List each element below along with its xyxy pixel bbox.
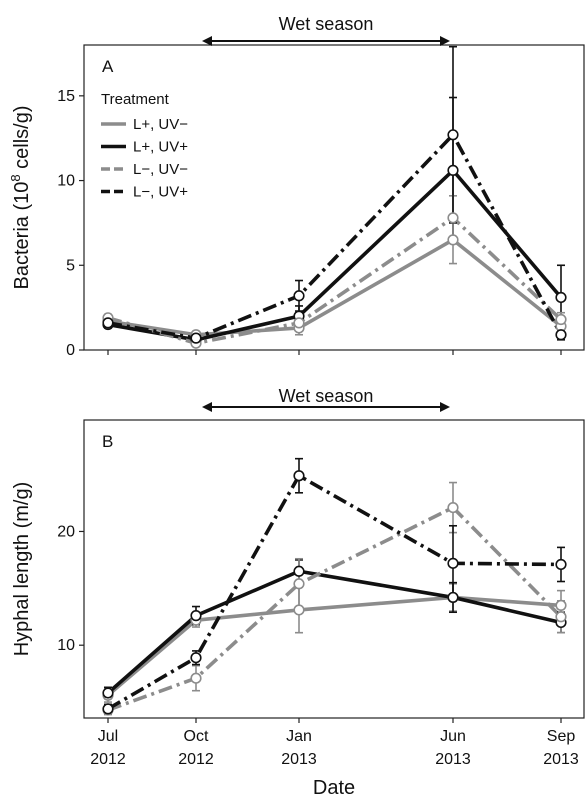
data-point [447, 212, 459, 224]
x-tick-label-year: 2013 [435, 751, 471, 768]
data-point [293, 290, 305, 302]
data-point [102, 703, 114, 715]
x-tick-label-month: Jul [98, 728, 118, 745]
legend-label: L−, UV+ [133, 184, 188, 201]
series-line [106, 569, 562, 695]
y-axis-title-sup: 8 [8, 174, 23, 181]
data-point [555, 611, 567, 623]
panel-label: B [102, 432, 113, 451]
data-point [190, 652, 202, 664]
x-tick-label-year: 2013 [543, 751, 579, 768]
y-axis-title: Hyphal length (m/g) [11, 482, 33, 657]
panel-b: 10 20 B Hyphal length (m/g) Wet season [11, 386, 585, 723]
x-tick-label-year: 2012 [178, 751, 214, 768]
x-tick-label-month: Sep [547, 728, 576, 745]
x-axis-title: Date [313, 777, 355, 799]
wet-season-arrow [202, 402, 450, 412]
arrow-head-left [202, 402, 212, 412]
wet-season-label: Wet season [279, 386, 374, 406]
data-point [190, 672, 202, 684]
arrow-head-right [440, 402, 450, 412]
data-point [293, 565, 305, 577]
data-point [555, 599, 567, 611]
data-point [447, 557, 459, 569]
data-point [293, 317, 305, 329]
data-point [293, 604, 305, 616]
data-point [293, 578, 305, 590]
y-tick-label: 5 [66, 257, 75, 274]
x-tick-label-year: 2013 [281, 751, 317, 768]
data-point [555, 291, 567, 304]
panel-label: A [102, 57, 114, 76]
x-tick-label-year: 2012 [90, 751, 126, 768]
legend-label: L+, UV− [133, 116, 188, 133]
data-point [447, 501, 459, 514]
data-point [190, 332, 202, 344]
data-point [555, 329, 567, 341]
x-tick-label-month: Oct [184, 728, 209, 745]
legend-title: Treatment [101, 91, 170, 108]
plot-frame [83, 419, 585, 719]
y-axis-title-tail: cells/g) [11, 106, 33, 175]
data-point [447, 234, 459, 246]
y-axis-title: Bacteria (108 cells/g) [8, 106, 33, 290]
y-tick-label: 0 [66, 342, 75, 359]
data-point [555, 558, 567, 571]
plot-frame [83, 44, 585, 351]
data-point [293, 470, 305, 482]
series-line [106, 595, 562, 697]
y-axis-title-main: Bacteria (10 [11, 182, 33, 290]
panel-a: 0 5 10 15 A Bacteria (108 cells/g) Wet season T… [8, 14, 585, 359]
x-tick-label-month: Jan [286, 728, 312, 745]
data-point [190, 610, 202, 622]
data-point [555, 313, 567, 326]
legend: Treatment L+, UV− L+, UV+ L−, UV− L−, UV+ [101, 91, 188, 201]
y-tick-label: 20 [57, 523, 75, 540]
y-tick-label: 15 [57, 88, 75, 105]
data-point [447, 591, 459, 604]
data-point [102, 687, 114, 699]
wet-season-arrow [202, 36, 450, 46]
wet-season-label: Wet season [279, 14, 374, 34]
arrow-head-left [202, 36, 212, 46]
y-tick-label: 10 [57, 637, 75, 654]
arrow-head-right [440, 36, 450, 46]
y-tick-label: 10 [57, 173, 75, 190]
x-tick-label-month: Jun [440, 728, 466, 745]
series-line [107, 473, 562, 711]
series-line [107, 505, 563, 712]
data-point [447, 129, 459, 141]
legend-label: L+, UV+ [133, 139, 188, 156]
legend-label: L−, UV− [133, 161, 188, 178]
data-point [447, 164, 459, 176]
x-axis-labels: Jul 2012 Oct 2012 Jan 2013 Jun 2013 Sep 2013 [90, 728, 579, 768]
data-point [102, 317, 114, 329]
